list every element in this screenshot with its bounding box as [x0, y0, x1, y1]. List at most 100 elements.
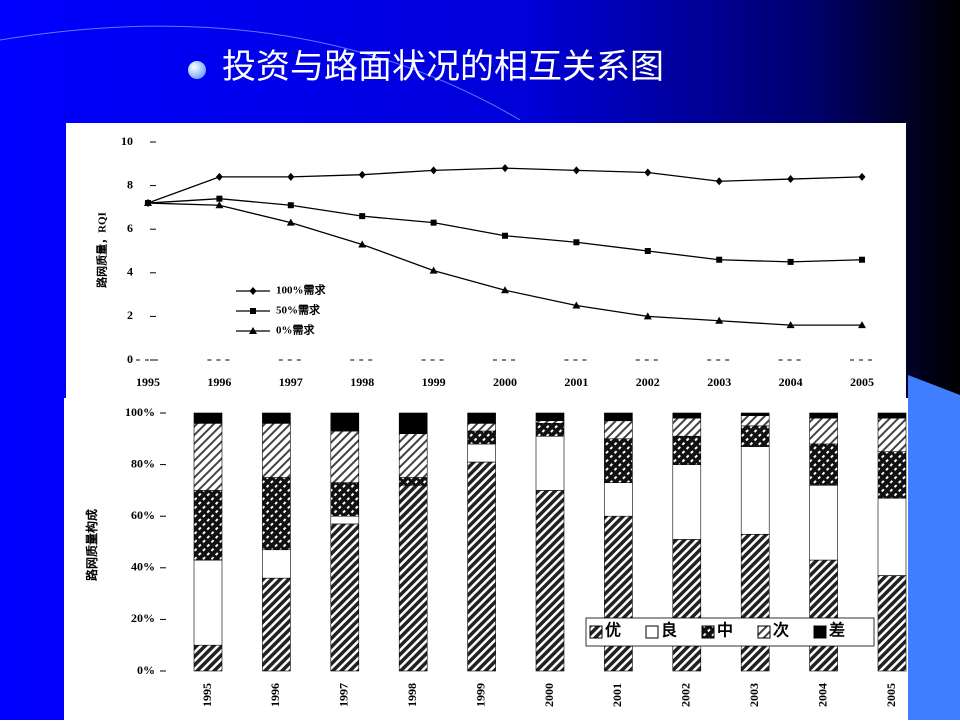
bullet	[188, 61, 206, 79]
bar-segment	[193, 490, 223, 561]
legend-swatch	[701, 625, 715, 639]
x-tick-label: 2005	[850, 375, 874, 389]
x-tick-label: 1998	[350, 375, 374, 389]
bar-segment	[193, 559, 223, 646]
marker	[429, 266, 438, 274]
bar-segment	[193, 412, 223, 424]
y-axis-label: 路网质量构成	[84, 509, 99, 581]
bar-segment	[398, 484, 428, 672]
y-tick-label: 0%	[137, 663, 155, 677]
marker	[572, 166, 580, 175]
marker	[287, 172, 295, 181]
bar-segment	[467, 430, 496, 445]
bar-segment	[535, 490, 565, 672]
bar-segment	[672, 464, 702, 540]
marker	[358, 170, 366, 179]
legend-marker	[249, 287, 257, 295]
bar-segment	[809, 443, 838, 486]
x-tick-label: 2000	[542, 683, 556, 707]
x-tick-label: 2002	[636, 375, 660, 389]
bar-segment	[877, 497, 907, 576]
marker	[787, 175, 795, 184]
y-tick-label: 8	[127, 177, 133, 191]
bar-segment	[535, 412, 565, 422]
marker	[358, 240, 367, 248]
marker	[787, 258, 794, 265]
bar-segment	[262, 577, 291, 672]
bar-segment	[398, 433, 428, 478]
y-tick-label: 4	[127, 265, 133, 279]
marker	[430, 166, 438, 175]
bar-segment	[877, 575, 907, 672]
marker	[215, 201, 224, 209]
bar-segment	[672, 412, 702, 419]
y-tick-label: 40%	[131, 560, 155, 574]
bar-segment	[330, 412, 360, 432]
bar-segment	[262, 412, 291, 424]
legend-swatch	[813, 625, 827, 639]
marker	[501, 286, 509, 294]
y-tick-label: 2	[127, 308, 133, 322]
x-tick-label: 2004	[815, 683, 829, 707]
slide-title: 投资与路面状况的相互关系图	[222, 48, 664, 86]
bar-segment	[672, 435, 702, 465]
x-tick-label: 1999	[473, 683, 487, 707]
bar-segment	[330, 430, 360, 483]
marker	[715, 316, 724, 324]
marker	[216, 195, 223, 202]
bar-segment	[467, 412, 496, 424]
marker	[144, 199, 152, 207]
bar-segment	[330, 515, 360, 525]
bar-segment	[398, 412, 428, 434]
x-tick-label: 2002	[679, 683, 693, 707]
legend-label: 中	[717, 621, 733, 640]
bar-segment	[262, 477, 291, 551]
bar-segment	[262, 549, 291, 579]
bar-segment	[193, 423, 223, 491]
x-tick-label: 1998	[405, 683, 419, 707]
x-tick-label: 2001	[610, 683, 624, 707]
bar-segment	[604, 420, 633, 440]
marker	[644, 248, 651, 254]
bar-segment	[535, 423, 565, 437]
chart-panel	[66, 123, 906, 398]
bar-segment	[330, 482, 360, 517]
marker	[859, 256, 865, 263]
bar-segment	[809, 417, 838, 445]
marker	[716, 256, 723, 263]
marker	[715, 177, 723, 186]
x-tick-label: 1995	[136, 375, 160, 389]
bar-segment	[740, 533, 770, 672]
bar-segment	[535, 435, 565, 491]
bar-segment	[809, 412, 838, 419]
bar-segment	[877, 417, 907, 453]
x-tick-label: 1996	[268, 683, 282, 707]
bar-segment	[193, 644, 223, 672]
marker	[643, 312, 652, 320]
legend-label: 0%需求	[276, 323, 315, 337]
bar-segment	[398, 477, 428, 486]
bar-segment	[740, 415, 770, 427]
bar-segment	[467, 461, 496, 672]
bar-segment	[467, 443, 496, 463]
marker	[215, 172, 223, 181]
legend-label: 50%需求	[276, 303, 321, 317]
x-tick-label: 2005	[884, 683, 898, 707]
bar-segment	[535, 420, 565, 424]
x-tick-label: 1999	[422, 375, 446, 389]
y-tick-label: 20%	[131, 611, 155, 625]
legend-swatch	[589, 625, 603, 639]
legend-marker	[250, 308, 256, 314]
x-tick-label: 1997	[337, 683, 351, 707]
legend-label: 100%需求	[276, 283, 326, 297]
x-tick-label: 1995	[200, 683, 214, 707]
marker	[501, 164, 509, 173]
bar-segment	[809, 484, 838, 561]
marker	[430, 219, 437, 226]
decor-curve	[0, 25, 521, 121]
legend-marker	[249, 327, 257, 334]
bar-segment	[672, 539, 702, 672]
y-tick-label: 60%	[131, 508, 155, 522]
bar-segment	[877, 451, 907, 499]
